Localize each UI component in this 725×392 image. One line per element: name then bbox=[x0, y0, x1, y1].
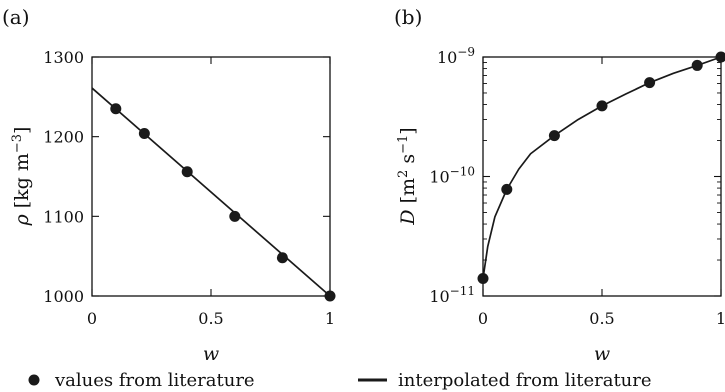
panel-a: (a) 0 0.5 1 1000 1100 1200 1300 w ρ [kg m−3] bbox=[2, 5, 336, 365]
panel-b-x-tick-label: 1 bbox=[716, 309, 725, 328]
panel-b-y-axis-label: D [m2 s−1] bbox=[396, 127, 420, 225]
panel-a-interpolation-line bbox=[91, 87, 331, 297]
panel-b-y-label-symbol: D bbox=[397, 209, 419, 225]
panel-a-y-tick-label: 1000 bbox=[43, 287, 84, 306]
panel-a-y-tick-label: 1300 bbox=[43, 48, 84, 67]
panel-b-interpolation-line bbox=[482, 56, 722, 279]
panel-a-data-point bbox=[324, 290, 336, 302]
legend-points-marker bbox=[28, 374, 40, 386]
legend-points-label: values from literature bbox=[54, 370, 255, 391]
panel-b-tick-labels: 0 0.5 1 10−11 10−10 10−9 bbox=[429, 45, 725, 328]
panel-b: (b) 0 0.5 1 10−11 10−10 10−9 w D [m2 s−1] bbox=[394, 5, 725, 365]
panel-a-x-tick-label: 0 bbox=[87, 309, 97, 328]
panel-a-label: (a) bbox=[2, 5, 30, 29]
panel-b-y-label-unit-exp1: 2 bbox=[396, 170, 411, 178]
panel-b-label: (b) bbox=[394, 5, 422, 29]
panel-b-data-point bbox=[548, 130, 560, 142]
panel-b-data-point bbox=[501, 183, 513, 195]
panel-a-data-point bbox=[110, 103, 122, 115]
panel-b-y-label-unit-mid: s bbox=[397, 154, 419, 170]
panel-b-ticks bbox=[482, 56, 722, 297]
panel-a-y-label-symbol: ρ bbox=[11, 213, 33, 226]
panel-b-y-tick-label: 10−10 bbox=[429, 165, 475, 187]
legend-line-label: interpolated from literature bbox=[398, 370, 652, 391]
panel-b-y-tick-label: 10−9 bbox=[437, 45, 475, 67]
panel-b-y-label-unit-exp2: −1 bbox=[396, 135, 411, 154]
panel-b-y-label-unit-base: [m bbox=[397, 178, 419, 203]
panel-a-data-point bbox=[138, 127, 150, 139]
panel-b-data-point bbox=[596, 100, 608, 112]
panel-a-ticks bbox=[91, 56, 331, 297]
panel-a-series bbox=[91, 87, 336, 302]
panel-a-x-tick-label: 1 bbox=[325, 309, 335, 328]
panel-a-data-point bbox=[276, 252, 288, 264]
panel-a-y-tick-label: 1100 bbox=[43, 207, 84, 226]
panel-a-y-label-unit-base: [kg m bbox=[11, 153, 33, 208]
panel-b-data-point bbox=[477, 273, 489, 285]
panel-b-series bbox=[477, 51, 725, 285]
panel-a-tick-labels: 0 0.5 1 1000 1100 1200 1300 bbox=[43, 48, 335, 328]
panel-b-plot-frame bbox=[482, 56, 722, 297]
panel-b-x-axis-label: w bbox=[594, 343, 610, 365]
panel-a-y-label-unit-exp: −3 bbox=[10, 134, 25, 153]
panel-a-x-tick-label: 0.5 bbox=[198, 309, 223, 328]
panel-b-x-tick-label: 0 bbox=[478, 309, 488, 328]
panel-a-data-point bbox=[181, 166, 193, 178]
panel-a-x-axis-label: w bbox=[203, 343, 219, 365]
panel-a-plot-frame bbox=[91, 56, 331, 297]
legend: values from literature interpolated from… bbox=[28, 370, 652, 391]
panel-b-y-tick-label: 10−11 bbox=[429, 284, 475, 306]
panel-b-data-point bbox=[644, 77, 656, 89]
panel-a-y-tick-label: 1200 bbox=[43, 128, 84, 147]
panel-a-y-axis-label: ρ [kg m−3] bbox=[10, 127, 34, 227]
panel-a-data-point bbox=[229, 210, 241, 222]
panel-b-y-label-unit-close: ] bbox=[397, 127, 419, 134]
panel-b-data-point bbox=[715, 51, 725, 63]
panel-a-y-label-unit-close: ] bbox=[11, 127, 33, 134]
panel-b-data-point bbox=[691, 59, 703, 71]
panel-b-x-tick-label: 0.5 bbox=[589, 309, 614, 328]
